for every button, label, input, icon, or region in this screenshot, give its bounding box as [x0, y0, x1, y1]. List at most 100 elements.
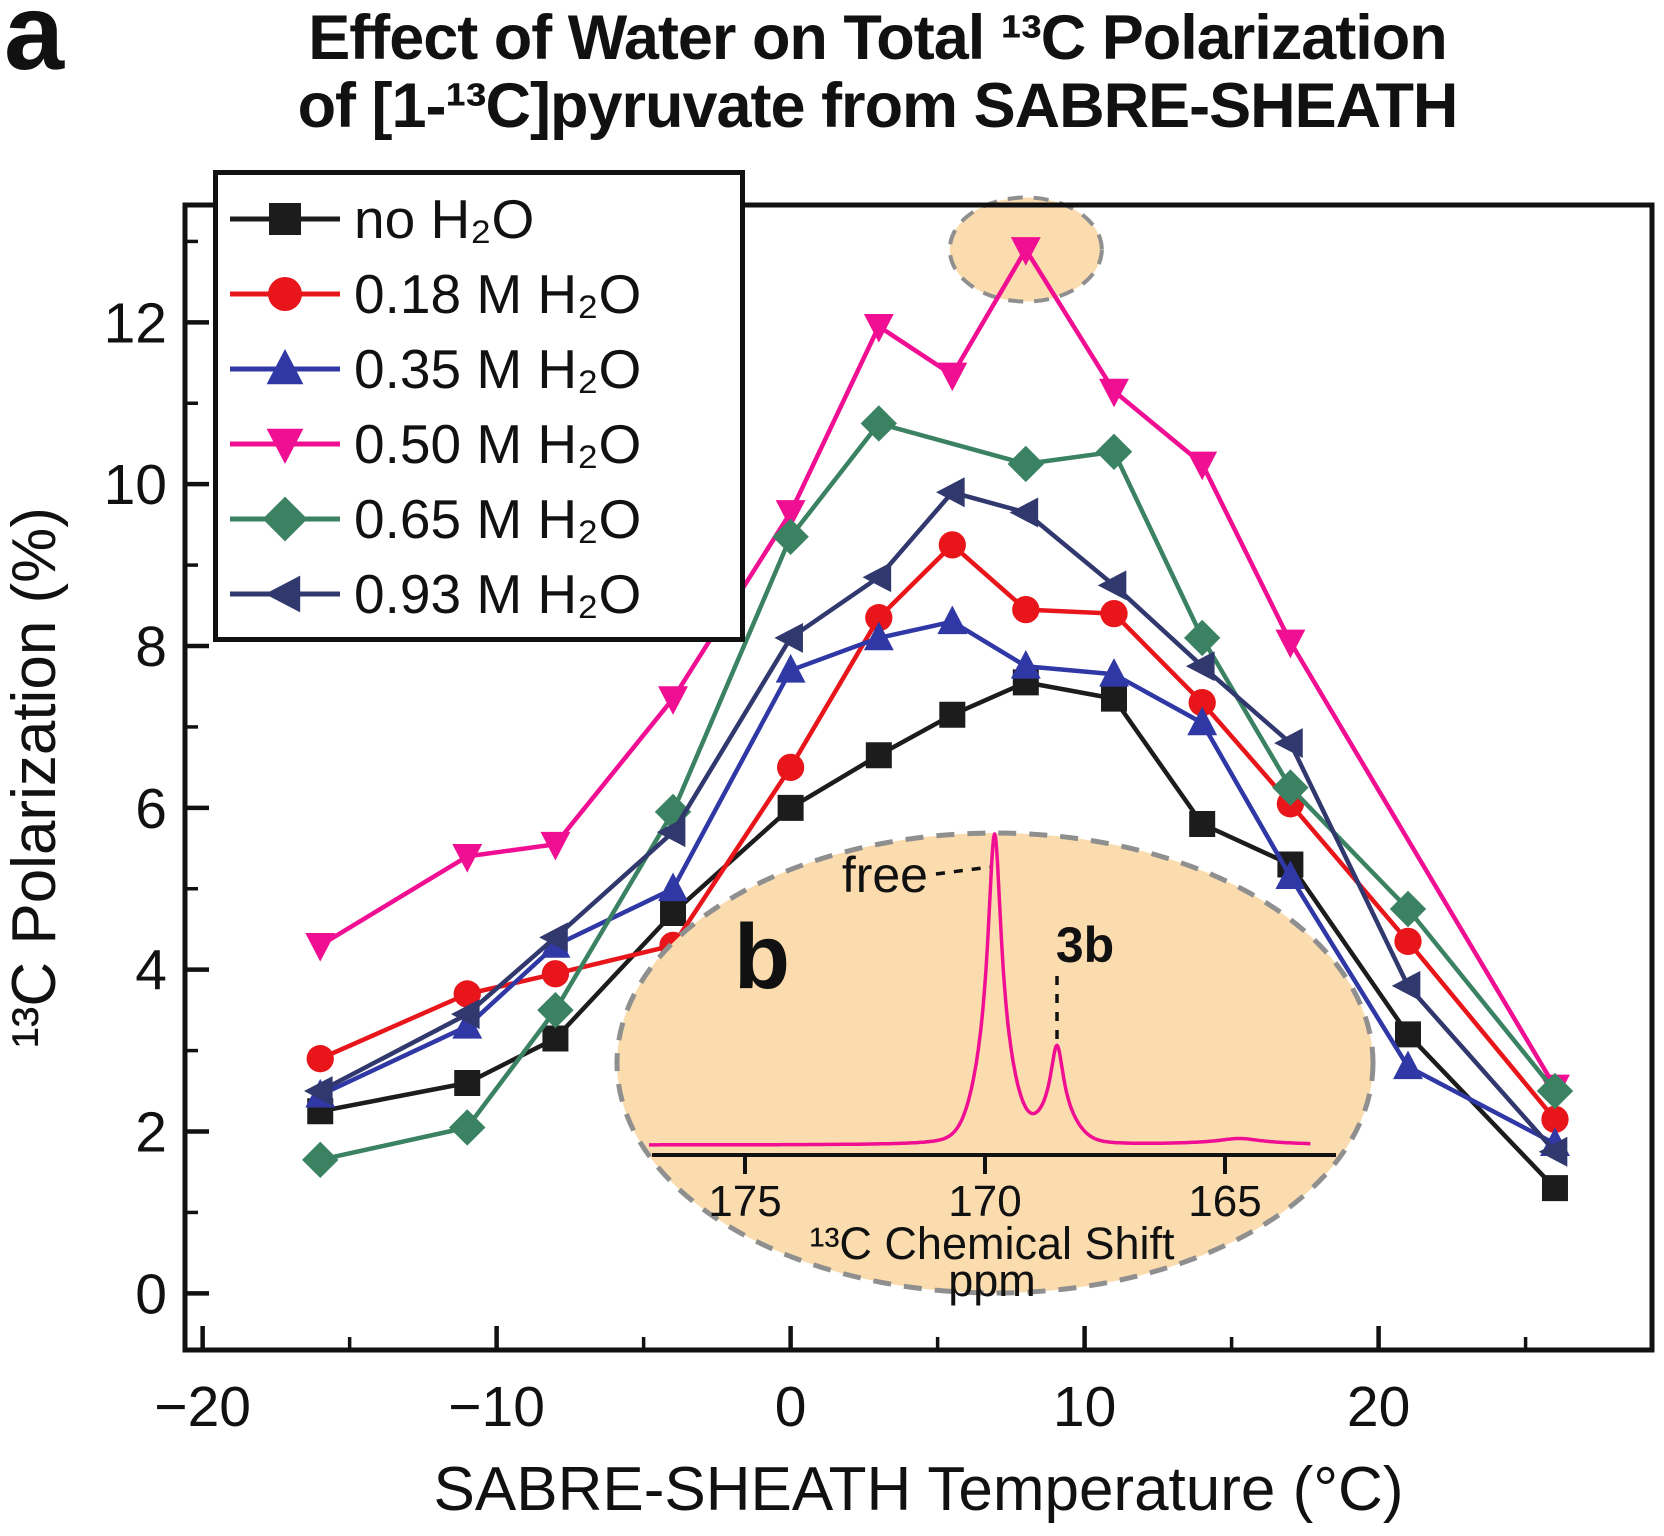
data-point: [654, 793, 692, 831]
legend-item: 0.65 M H₂O: [226, 487, 740, 551]
data-point: [775, 500, 806, 529]
chart-title: Effect of Water on Total ¹³C Polarizatio…: [95, 4, 1660, 140]
data-point: [454, 1069, 481, 1096]
legend-marker-square: [230, 202, 340, 235]
data-point: [1275, 860, 1306, 889]
data-point: [1099, 658, 1129, 687]
legend-item: 0.18 M H₂O: [226, 262, 740, 326]
inset-tick-label: 175: [708, 1177, 781, 1226]
data-point: [865, 604, 893, 632]
data-point: [1538, 1136, 1568, 1167]
y-tick-label: 6: [135, 777, 167, 841]
data-point: [1393, 1050, 1423, 1080]
data-point: [658, 872, 688, 902]
legend: no H₂O 0.18 M H₂O 0.35 M H₂O 0.50 M H₂O 0.65…: [213, 170, 745, 642]
data-point: [305, 933, 336, 962]
y-tick-label: 10: [104, 453, 167, 517]
data-point: [772, 518, 809, 555]
data-point: [450, 999, 480, 1030]
data-point: [1010, 237, 1041, 266]
data-point: [452, 844, 483, 873]
nmr-spectrum-line: [648, 832, 1312, 1147]
data-point: [1012, 595, 1040, 624]
legend-item-label: 0.18 M H₂O: [354, 262, 642, 325]
x-tick-label: 10: [1053, 1375, 1116, 1439]
data-point: [1394, 1021, 1421, 1048]
legend-marker-triangle-down: [230, 428, 340, 464]
data-point: [1272, 769, 1309, 806]
x-tick-label: −20: [154, 1375, 251, 1439]
data-point: [937, 362, 968, 392]
data-point: [540, 831, 571, 861]
y-tick-label: 8: [135, 615, 167, 679]
data-point: [1541, 1175, 1568, 1202]
legend-item-label: 0.93 M H₂O: [354, 562, 642, 625]
data-point: [1541, 1105, 1569, 1134]
data-point: [452, 1010, 483, 1039]
y-tick-label: 0: [135, 1262, 167, 1326]
data-point: [865, 742, 892, 769]
legend-item-label: 0.50 M H₂O: [354, 412, 642, 475]
data-point: [1189, 811, 1216, 838]
inset-x-axis-label: ¹³C Chemical Shift: [809, 1218, 1175, 1269]
data-point: [1009, 497, 1039, 528]
inset-ellipse: [614, 830, 1376, 1296]
data-point: [449, 1109, 486, 1146]
series-triangle-left: [303, 477, 1568, 1167]
legend-marker-diamond: [230, 496, 340, 541]
data-point: [937, 605, 968, 635]
data-point: [302, 1141, 339, 1179]
y-tick-label: 12: [104, 291, 167, 355]
data-point: [862, 562, 892, 593]
y-tick-label: 2: [135, 1101, 167, 1165]
legend-item: 0.93 M H₂O: [226, 562, 740, 626]
data-point: [936, 477, 965, 508]
data-point: [542, 1025, 569, 1052]
data-point: [1394, 927, 1422, 956]
data-point: [1188, 689, 1216, 717]
legend-item-label: 0.35 M H₂O: [354, 337, 642, 400]
legend-marker-triangle-up: [230, 348, 340, 384]
y-axis-label: ¹³C Polarization (%): [0, 507, 69, 1048]
inset-tick-label: 170: [948, 1177, 1021, 1226]
panel-label-a: a: [4, 0, 65, 92]
inset-x-axis-unit: ppm: [948, 1255, 1036, 1306]
legend-marker-triangle-left: [230, 575, 340, 612]
data-point: [1183, 619, 1221, 657]
chart-title-line1: Effect of Water on Total ¹³C Polarizatio…: [308, 3, 1448, 73]
data-point: [1187, 706, 1218, 736]
legend-item: no H₂O: [226, 187, 740, 251]
data-point: [1391, 970, 1421, 1001]
data-point: [656, 817, 686, 848]
data-point: [860, 405, 898, 442]
data-point: [541, 960, 570, 988]
axes: −20 −10 0 10 20 0 2 4 6 8 10 12 SABRE-SHEATH Tempera…: [0, 202, 1655, 1524]
series-diamond: [302, 405, 1574, 1179]
data-point: [775, 654, 806, 683]
data-point: [863, 621, 894, 651]
data-point: [453, 980, 481, 1008]
data-point: [1097, 570, 1127, 601]
data-point: [1274, 728, 1303, 759]
data-point: [658, 686, 688, 715]
data-point: [303, 1076, 333, 1107]
inset-tick-label: 165: [1188, 1177, 1261, 1226]
series-line: [319, 247, 1557, 1089]
y-tick-label: 4: [135, 939, 167, 1003]
legend-marker-circle: [230, 276, 340, 311]
data-point: [939, 701, 966, 728]
x-tick-label: 20: [1347, 1375, 1410, 1439]
data-point: [863, 314, 894, 343]
legend-item: 0.35 M H₂O: [226, 337, 740, 401]
legend-item: 0.50 M H₂O: [226, 412, 740, 476]
bound-peak-label: 3b: [1056, 917, 1114, 973]
data-point: [1389, 890, 1427, 928]
data-point: [1007, 445, 1045, 483]
data-point: [1010, 649, 1041, 679]
data-point: [1099, 378, 1129, 408]
data-point: [1101, 685, 1128, 712]
legend-item-label: no H₂O: [354, 187, 535, 250]
plot-frame: [182, 202, 1655, 1353]
